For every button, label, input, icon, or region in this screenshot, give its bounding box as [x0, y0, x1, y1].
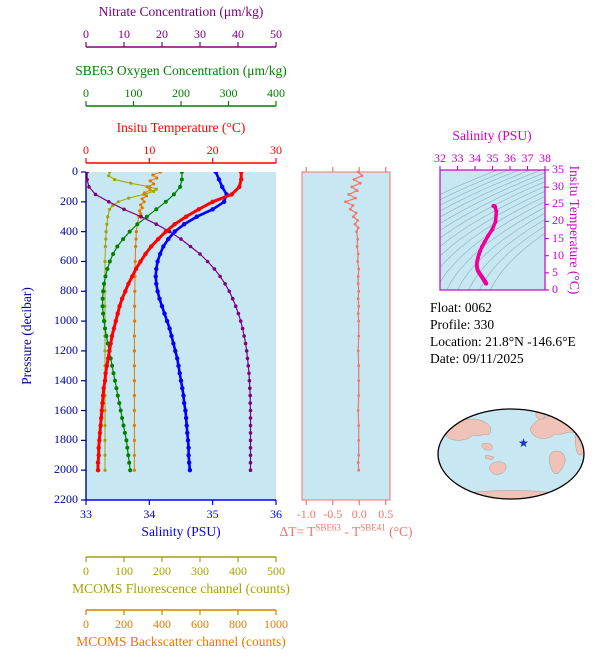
float-position-star — [518, 438, 529, 448]
delta-t-title-sup: SBE41 — [360, 522, 386, 533]
salinity-axis-title: Salinity (PSU) — [141, 524, 221, 539]
ts-temperature-axis-title: Insitu Temperature (°C) — [567, 165, 582, 295]
landmass — [481, 443, 493, 451]
series-delta-t — [343, 171, 363, 471]
delta-t-title-part: ΔT= T — [279, 524, 316, 539]
date-line: Date: 09/11/2025 — [430, 351, 524, 366]
ts-curve-group — [474, 204, 499, 286]
oxygen-axis-title: SBE63 Oxygen Concentration (μm/kg) — [75, 63, 287, 78]
landmass — [489, 461, 507, 475]
map-outline — [437, 408, 585, 500]
profile-line: Profile: 330 — [430, 317, 495, 332]
fluorescence-axis-title: MCOMS Fluorescence channel (counts) — [72, 581, 290, 596]
delta-plot-area — [301, 171, 391, 501]
pressure-axis-title: Pressure (decibar) — [19, 287, 34, 385]
delta-t-axis-title: ΔT= TSBE63 - TSBE41 (°C) — [279, 522, 413, 539]
landmass — [445, 418, 491, 441]
float-id-line: Float: 0062 — [430, 300, 492, 315]
delta-t-title-part: - T — [340, 524, 361, 539]
float-info-panel: Float: 0062 Profile: 330 Location: 21.8°… — [430, 299, 576, 367]
delta-t-title-sup: SBE63 — [315, 522, 341, 533]
backscatter-axis-title: MCOMS Backscatter channel (counts) — [76, 634, 286, 649]
landmass — [484, 454, 495, 461]
world-map — [437, 408, 585, 500]
landmass — [549, 450, 566, 474]
density-contours — [440, 170, 545, 290]
temperature-axis-title: Insitu Temperature (°C) — [116, 120, 246, 135]
ts-salinity-axis-title: Salinity (PSU) — [452, 128, 532, 143]
profile-series — [86, 172, 253, 473]
nitrate-axis-title: Nitrate Concentration (μm/kg) — [98, 4, 264, 19]
location-line: Location: 21.8°N -146.6°E — [430, 334, 576, 349]
delta-t-title-part: (°C) — [385, 524, 413, 539]
